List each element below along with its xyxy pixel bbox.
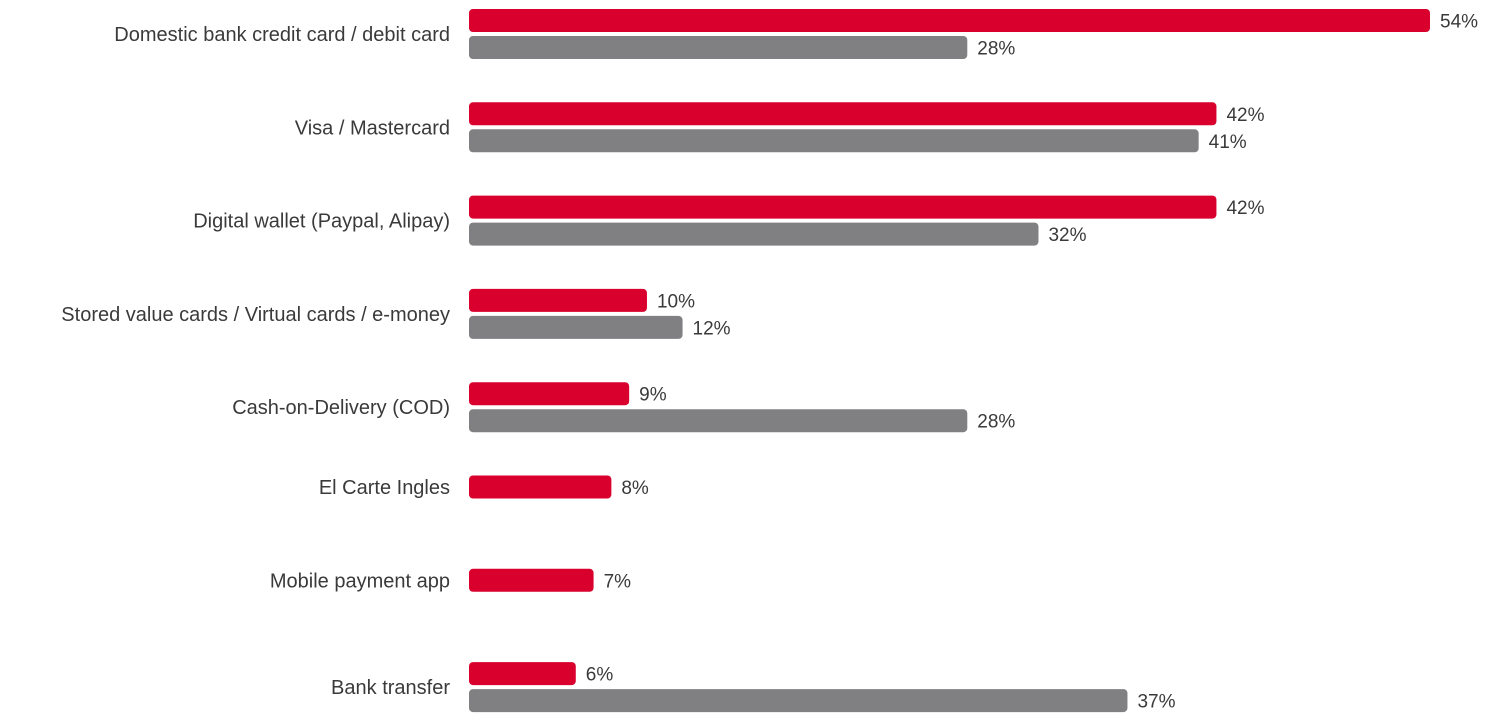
bar-series-1 [469, 568, 594, 592]
category-label: Stored value cards / Virtual cards / e-m… [61, 304, 450, 326]
bar-series-2 [469, 129, 1199, 153]
category-label: El Carte Ingles [319, 477, 450, 499]
value-label: 32% [1048, 225, 1086, 246]
value-label: 8% [621, 478, 649, 499]
value-label: 9% [639, 385, 667, 406]
bar-series-2 [469, 315, 683, 339]
value-label: 28% [977, 412, 1015, 433]
bar-series-2 [469, 36, 968, 59]
value-label: 28% [977, 39, 1015, 60]
value-label: 12% [693, 318, 731, 339]
bars [469, 9, 1430, 713]
value-label: 42% [1226, 105, 1264, 126]
bar-series-1 [469, 382, 630, 406]
value-label: 37% [1137, 692, 1175, 713]
value-label: 41% [1209, 132, 1247, 153]
category-label: Mobile payment app [270, 570, 450, 592]
value-labels: 54% 28% 42% 41% 42% 32% 10% 12% 9% 28% 8% 7% 6% 37% [586, 12, 1478, 713]
value-label: 10% [657, 291, 695, 312]
value-label: 54% [1440, 12, 1478, 33]
value-label: 6% [586, 665, 614, 686]
bar-series-1 [469, 662, 576, 686]
bar-series-1 [469, 475, 612, 499]
bar-series-1 [469, 102, 1217, 126]
category-label: Visa / Mastercard [295, 117, 450, 139]
bar-series-1 [469, 288, 647, 312]
value-label: 42% [1226, 198, 1264, 219]
value-label: 7% [604, 571, 632, 592]
category-label: Domestic bank credit card / debit card [114, 24, 450, 46]
bar-series-2 [469, 409, 968, 433]
category-label: Bank transfer [331, 677, 450, 699]
bar-series-1 [469, 9, 1430, 32]
bar-series-2 [469, 222, 1039, 246]
bar-series-1 [469, 195, 1217, 219]
bar-series-2 [469, 689, 1128, 713]
category-label: Digital wallet (Paypal, Alipay) [193, 211, 450, 233]
category-label: Cash-on-Delivery (COD) [232, 397, 450, 419]
category-labels: Domestic bank credit card / debit card Vi… [61, 24, 450, 699]
